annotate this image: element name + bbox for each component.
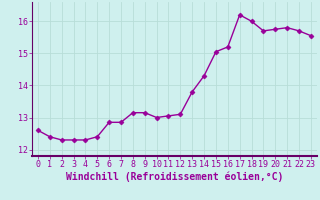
X-axis label: Windchill (Refroidissement éolien,°C): Windchill (Refroidissement éolien,°C) bbox=[66, 172, 283, 182]
